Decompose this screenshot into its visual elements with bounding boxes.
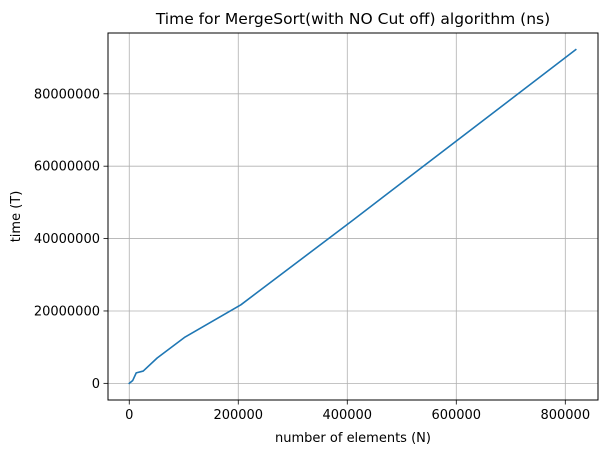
y-tick-label: 20000000 xyxy=(34,304,100,319)
y-tick-label: 60000000 xyxy=(34,160,100,175)
x-axis-ticks: 0 200000 400000 600000 800000 xyxy=(125,400,590,423)
series-line xyxy=(128,48,577,385)
y-tick-label: 0 xyxy=(92,377,100,392)
x-tick-label: 200000 xyxy=(213,408,263,423)
y-axis-label: time (T) xyxy=(9,191,24,243)
x-axis-label: number of elements (N) xyxy=(275,431,431,446)
series-layer xyxy=(128,48,577,385)
y-tick-label: 80000000 xyxy=(34,87,100,102)
x-tick-label: 0 xyxy=(125,408,133,423)
y-tick-label: 40000000 xyxy=(34,232,100,247)
x-tick-label: 400000 xyxy=(322,408,372,423)
y-axis-ticks: 0 20000000 40000000 60000000 80000000 xyxy=(34,87,108,392)
x-tick-label: 800000 xyxy=(540,408,590,423)
plot-area-frame xyxy=(107,32,599,401)
x-tick-label: 600000 xyxy=(431,408,481,423)
grid-lines xyxy=(108,33,598,400)
chart-title: Time for MergeSort(with NO Cut off) algo… xyxy=(155,10,550,28)
